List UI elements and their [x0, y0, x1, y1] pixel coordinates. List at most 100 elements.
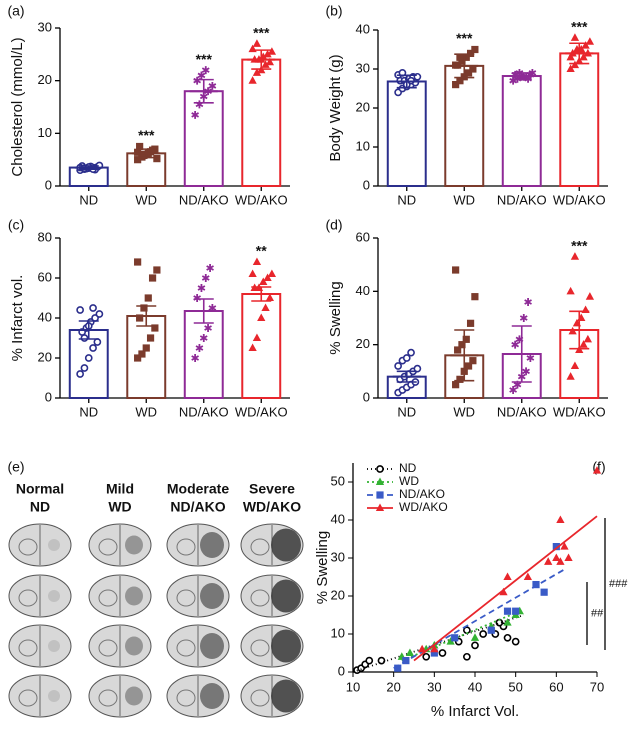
- y-tick-label: 60: [356, 229, 370, 244]
- data-point: [471, 45, 479, 54]
- data-point: [579, 340, 588, 348]
- significance: ***: [138, 127, 155, 143]
- data-point: [523, 572, 533, 581]
- bar: [241, 293, 282, 399]
- data-point: [267, 269, 277, 278]
- y-tick-label: 40: [331, 511, 345, 526]
- bar: [501, 75, 542, 187]
- y-axis-label: % Swelling: [314, 531, 331, 604]
- y-tick-label: 20: [356, 99, 370, 114]
- y-tick-label: 30: [331, 549, 345, 564]
- data-point: [466, 319, 475, 327]
- significance: ***: [253, 25, 270, 41]
- data-point: [540, 588, 548, 596]
- data-point: [456, 375, 464, 383]
- y-tick-label: 60: [38, 269, 52, 284]
- column-severity: Moderate: [167, 481, 229, 497]
- annotation: ##: [591, 607, 604, 619]
- data-point: [570, 60, 580, 69]
- data-point: [193, 76, 202, 85]
- annotation: ###: [609, 578, 628, 590]
- brain-detail: [250, 538, 270, 556]
- data-point: [89, 344, 97, 352]
- x-tick-label: 70: [590, 679, 604, 694]
- data-point: [512, 607, 520, 615]
- data-point: [470, 633, 480, 641]
- brain-detail: [98, 639, 118, 657]
- data-point: [248, 343, 257, 352]
- lesion: [125, 636, 143, 656]
- x-axis-label: % Infarct Vol.: [431, 703, 519, 720]
- data-point: [136, 142, 144, 151]
- data-point: [579, 52, 588, 61]
- y-axis-label: Body Weight (g): [327, 54, 344, 161]
- lesion: [271, 679, 301, 713]
- y-tick-label: 20: [331, 587, 345, 602]
- legend-marker: [376, 465, 384, 473]
- data-point: [377, 656, 386, 665]
- data-point: [511, 637, 520, 646]
- brain-detail: [98, 689, 118, 707]
- legend-label: WD: [399, 474, 419, 488]
- y-tick-label: 30: [38, 19, 52, 34]
- x-tick-label: WD: [453, 192, 475, 207]
- lesion: [48, 539, 60, 551]
- data-point: [509, 386, 518, 394]
- x-tick-label: ND/AKO: [497, 192, 547, 207]
- lesion: [271, 629, 301, 663]
- data-point: [566, 52, 575, 61]
- data-point: [84, 354, 93, 362]
- data-point: [471, 293, 479, 301]
- y-tick-label: 20: [356, 336, 370, 351]
- y-tick-label: 40: [38, 309, 52, 324]
- lesion: [125, 686, 143, 706]
- brain-detail: [176, 639, 196, 657]
- brain-detail: [250, 689, 270, 707]
- brain-detail: [250, 589, 270, 607]
- y-axis-label: Cholesterol (mmol/L): [9, 37, 26, 176]
- data-point: [526, 354, 535, 362]
- legend-marker: [375, 503, 385, 512]
- panel-label: (d): [325, 217, 342, 233]
- x-tick-label: WD: [453, 404, 475, 419]
- significance: ***: [456, 30, 473, 46]
- data-point: [544, 557, 553, 565]
- data-point: [471, 641, 479, 650]
- lesion: [125, 535, 143, 555]
- brain-detail: [18, 689, 38, 707]
- data-point: [146, 334, 155, 342]
- lesion: [271, 579, 301, 613]
- legend-marker: [376, 491, 384, 499]
- lesion: [48, 640, 60, 652]
- y-tick-label: 0: [45, 177, 52, 192]
- data-point: [456, 53, 464, 61]
- data-point: [503, 633, 512, 642]
- data-point: [402, 354, 411, 362]
- legend-label: ND/AKO: [399, 487, 445, 501]
- brain-detail: [98, 589, 118, 607]
- data-point: [263, 273, 272, 282]
- brain-detail: [18, 589, 38, 607]
- lesion: [200, 583, 224, 609]
- data-point: [524, 298, 532, 306]
- brain-detail: [176, 538, 196, 556]
- data-point: [197, 284, 206, 292]
- data-point: [552, 553, 561, 562]
- data-point: [148, 274, 157, 282]
- lesion: [125, 586, 143, 606]
- x-tick-label: 60: [549, 679, 563, 694]
- x-tick-label: WD/AKO: [553, 192, 606, 207]
- x-tick-label: WD: [135, 404, 157, 419]
- y-tick-label: 30: [356, 60, 370, 75]
- column-severity: Normal: [16, 481, 64, 497]
- lesion: [200, 532, 224, 558]
- data-point: [405, 648, 415, 657]
- data-point: [394, 362, 402, 370]
- data-point: [134, 148, 142, 156]
- legend-label: WD/AKO: [399, 500, 448, 514]
- data-point: [140, 304, 148, 312]
- y-tick-label: 0: [363, 177, 370, 192]
- data-point: [451, 634, 459, 642]
- data-point: [464, 362, 473, 370]
- data-point: [479, 630, 487, 638]
